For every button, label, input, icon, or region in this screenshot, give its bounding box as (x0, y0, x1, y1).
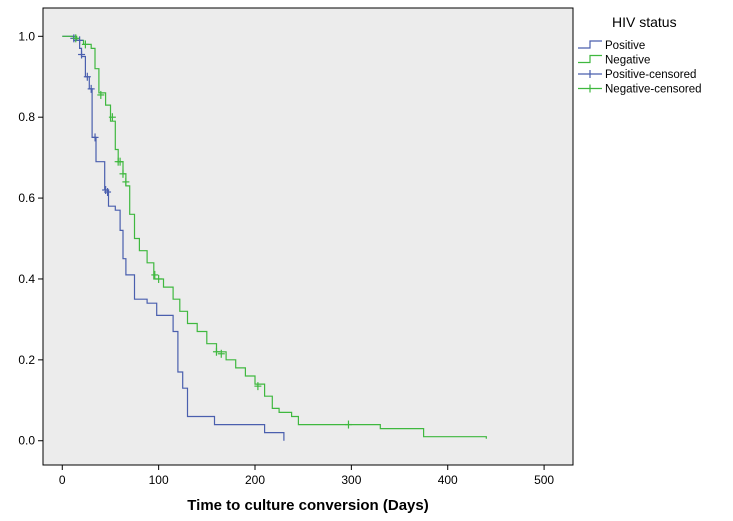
legend-label: Positive (605, 40, 645, 52)
censor-mark-negative (72, 34, 80, 43)
censor-mark-negative (217, 349, 225, 358)
legend-line-swatch (578, 40, 602, 49)
x-tick-label: 500 (534, 473, 554, 487)
y-tick-label: 1.0 (18, 29, 35, 43)
x-axis-title: Time to culture conversion (Days) (187, 497, 428, 514)
censor-mark-positive (91, 133, 99, 142)
censor-mark-negative (212, 347, 220, 356)
y-tick-label: 0.8 (18, 110, 35, 124)
legend-item-negative: Negative (578, 55, 650, 67)
censor-mark-negative (108, 113, 116, 122)
series-line-negative (62, 35, 487, 439)
x-tick-label: 100 (149, 473, 169, 487)
legend: HIV status Positive Negative Positive-cens… (578, 14, 702, 96)
censor-mark-negative (151, 270, 159, 279)
x-tick-label: 400 (438, 473, 458, 487)
y-tick-label: 0.6 (18, 191, 35, 205)
survival-curves (62, 35, 487, 441)
censor-mark-positive (76, 36, 84, 45)
censor-mark-negative (119, 169, 127, 178)
censor-mark-negative (122, 177, 130, 186)
series-line-positive (62, 35, 285, 441)
y-axis-ticks: 0.0 0.2 0.4 0.6 0.8 1.0 (18, 29, 43, 448)
censor-mark-negative (344, 420, 352, 429)
censor-mark-negative (116, 157, 124, 166)
plot-area (42, 7, 574, 466)
legend-line-swatch (578, 54, 602, 64)
legend-item-positive: Positive (578, 40, 645, 52)
y-tick-label: 0.4 (18, 272, 35, 286)
x-tick-label: 0 (59, 473, 66, 487)
y-tick-label: 0.2 (18, 353, 35, 367)
legend-item-negative-censored: Negative-censored (578, 84, 702, 96)
censor-mark-negative (81, 40, 89, 49)
x-tick-label: 300 (341, 473, 361, 487)
legend-title: HIV status (612, 14, 677, 30)
censor-mark-positive (104, 188, 112, 197)
x-axis-ticks: 0 100 200 300 400 500 (59, 465, 554, 487)
x-tick-label: 200 (245, 473, 265, 487)
censor-mark-negative (97, 90, 105, 99)
legend-entries: Positive Negative Positive-censored Negativ… (578, 40, 702, 96)
legend-label: Positive-censored (605, 69, 696, 81)
censor-mark-negative (155, 274, 163, 283)
censor-mark-positive (87, 84, 95, 93)
legend-label: Negative (605, 55, 650, 67)
censor-mark-negative (254, 382, 262, 391)
y-tick-label: 0.0 (18, 434, 35, 448)
censor-mark-positive (83, 72, 91, 81)
legend-label: Negative-censored (605, 84, 702, 96)
legend-item-positive-censored: Positive-censored (578, 69, 696, 81)
censor-mark-positive (78, 50, 86, 59)
censor-markers (70, 34, 352, 429)
